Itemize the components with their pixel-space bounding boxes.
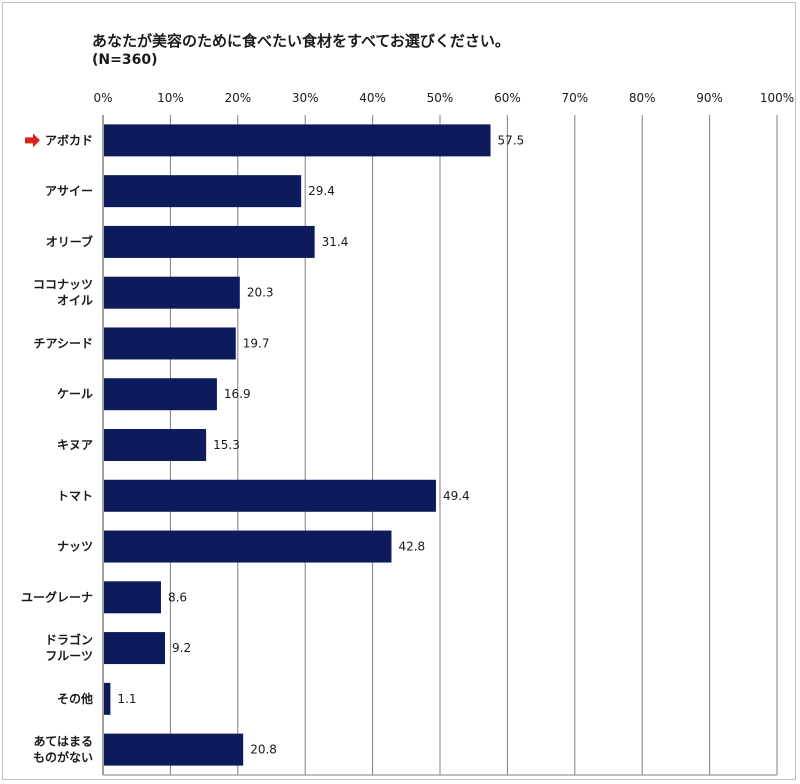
chart-subtitle: (N=360) bbox=[92, 52, 158, 68]
bar bbox=[104, 429, 207, 461]
x-tick-label: 50% bbox=[427, 91, 454, 105]
bar bbox=[104, 225, 315, 258]
bar-value-label: 19.7 bbox=[243, 336, 270, 350]
bar bbox=[104, 682, 111, 715]
bar bbox=[104, 733, 244, 766]
bar-value-label: 1.1 bbox=[117, 692, 136, 706]
category-label: オイル bbox=[57, 294, 93, 308]
category-label: ドラゴン bbox=[45, 632, 93, 647]
category-label: オリーブ bbox=[46, 234, 93, 249]
category-label: その他 bbox=[57, 691, 93, 706]
category-label: フルーツ bbox=[45, 649, 93, 663]
category-label: アボカド bbox=[45, 132, 93, 147]
x-tick-label: 70% bbox=[561, 91, 588, 105]
x-tick-label: 0% bbox=[93, 91, 112, 105]
bar-value-label: 42.8 bbox=[398, 540, 425, 554]
x-tick-label: 80% bbox=[629, 91, 656, 105]
value-labels: 57.5 29.4 31.4 20.3 19.7 16.9 15.3 49.4 42.8 8.6 9… bbox=[117, 133, 524, 756]
bar bbox=[104, 581, 161, 614]
bar-value-label: 9.2 bbox=[172, 641, 191, 655]
bar-value-label: 29.4 bbox=[308, 184, 335, 198]
bar-value-label: 31.4 bbox=[322, 235, 349, 249]
x-tick-label: 100% bbox=[760, 91, 794, 105]
highlight-arrow-icon bbox=[25, 133, 40, 148]
x-tick-label: 20% bbox=[224, 91, 251, 105]
x-tick-label: 40% bbox=[359, 91, 386, 105]
bar bbox=[104, 530, 392, 563]
bar bbox=[104, 276, 240, 309]
bar-value-label: 49.4 bbox=[443, 489, 470, 503]
bar-value-label: 8.6 bbox=[168, 590, 187, 604]
category-label: トマト bbox=[57, 489, 93, 503]
bar-value-label: 15.3 bbox=[213, 438, 240, 452]
category-label: アサイー bbox=[45, 184, 93, 198]
x-tick-label: 90% bbox=[696, 91, 723, 105]
category-label: ナッツ bbox=[57, 540, 93, 554]
category-labels: アボカドアサイーオリーブココナッツオイルチアシードケールキヌアトマトナッツユーグ… bbox=[21, 132, 93, 764]
category-label: ケール bbox=[57, 387, 93, 401]
bar-value-label: 20.3 bbox=[247, 286, 274, 300]
chart-title: あなたが美容のために食べたい食材をすべてお選びください。 bbox=[92, 32, 510, 50]
category-label: あてはまる bbox=[33, 735, 93, 749]
bar bbox=[104, 327, 236, 360]
category-label: チアシード bbox=[33, 336, 93, 350]
bar-value-label: 20.8 bbox=[250, 743, 277, 757]
bar bbox=[104, 124, 491, 157]
category-label: ものがない bbox=[33, 750, 93, 765]
bar bbox=[104, 632, 166, 665]
x-tick-label: 30% bbox=[292, 91, 319, 105]
x-tick-label: 10% bbox=[157, 91, 184, 105]
category-label: ユーグレーナ bbox=[21, 589, 93, 604]
x-tick-label: 60% bbox=[494, 91, 521, 105]
gridlines bbox=[102, 115, 778, 776]
x-axis-tick-labels: 0% 10% 20% 30% 40% 50% 60% 70% 80% 90% 100% bbox=[93, 91, 794, 105]
bar bbox=[104, 378, 217, 411]
bar-value-label: 57.5 bbox=[498, 133, 525, 147]
bars bbox=[104, 124, 491, 766]
category-label: キヌア bbox=[57, 438, 93, 452]
bar bbox=[104, 175, 302, 208]
bar bbox=[104, 479, 436, 512]
bar-value-label: 16.9 bbox=[224, 387, 251, 401]
category-label: ココナッツ bbox=[33, 278, 93, 292]
